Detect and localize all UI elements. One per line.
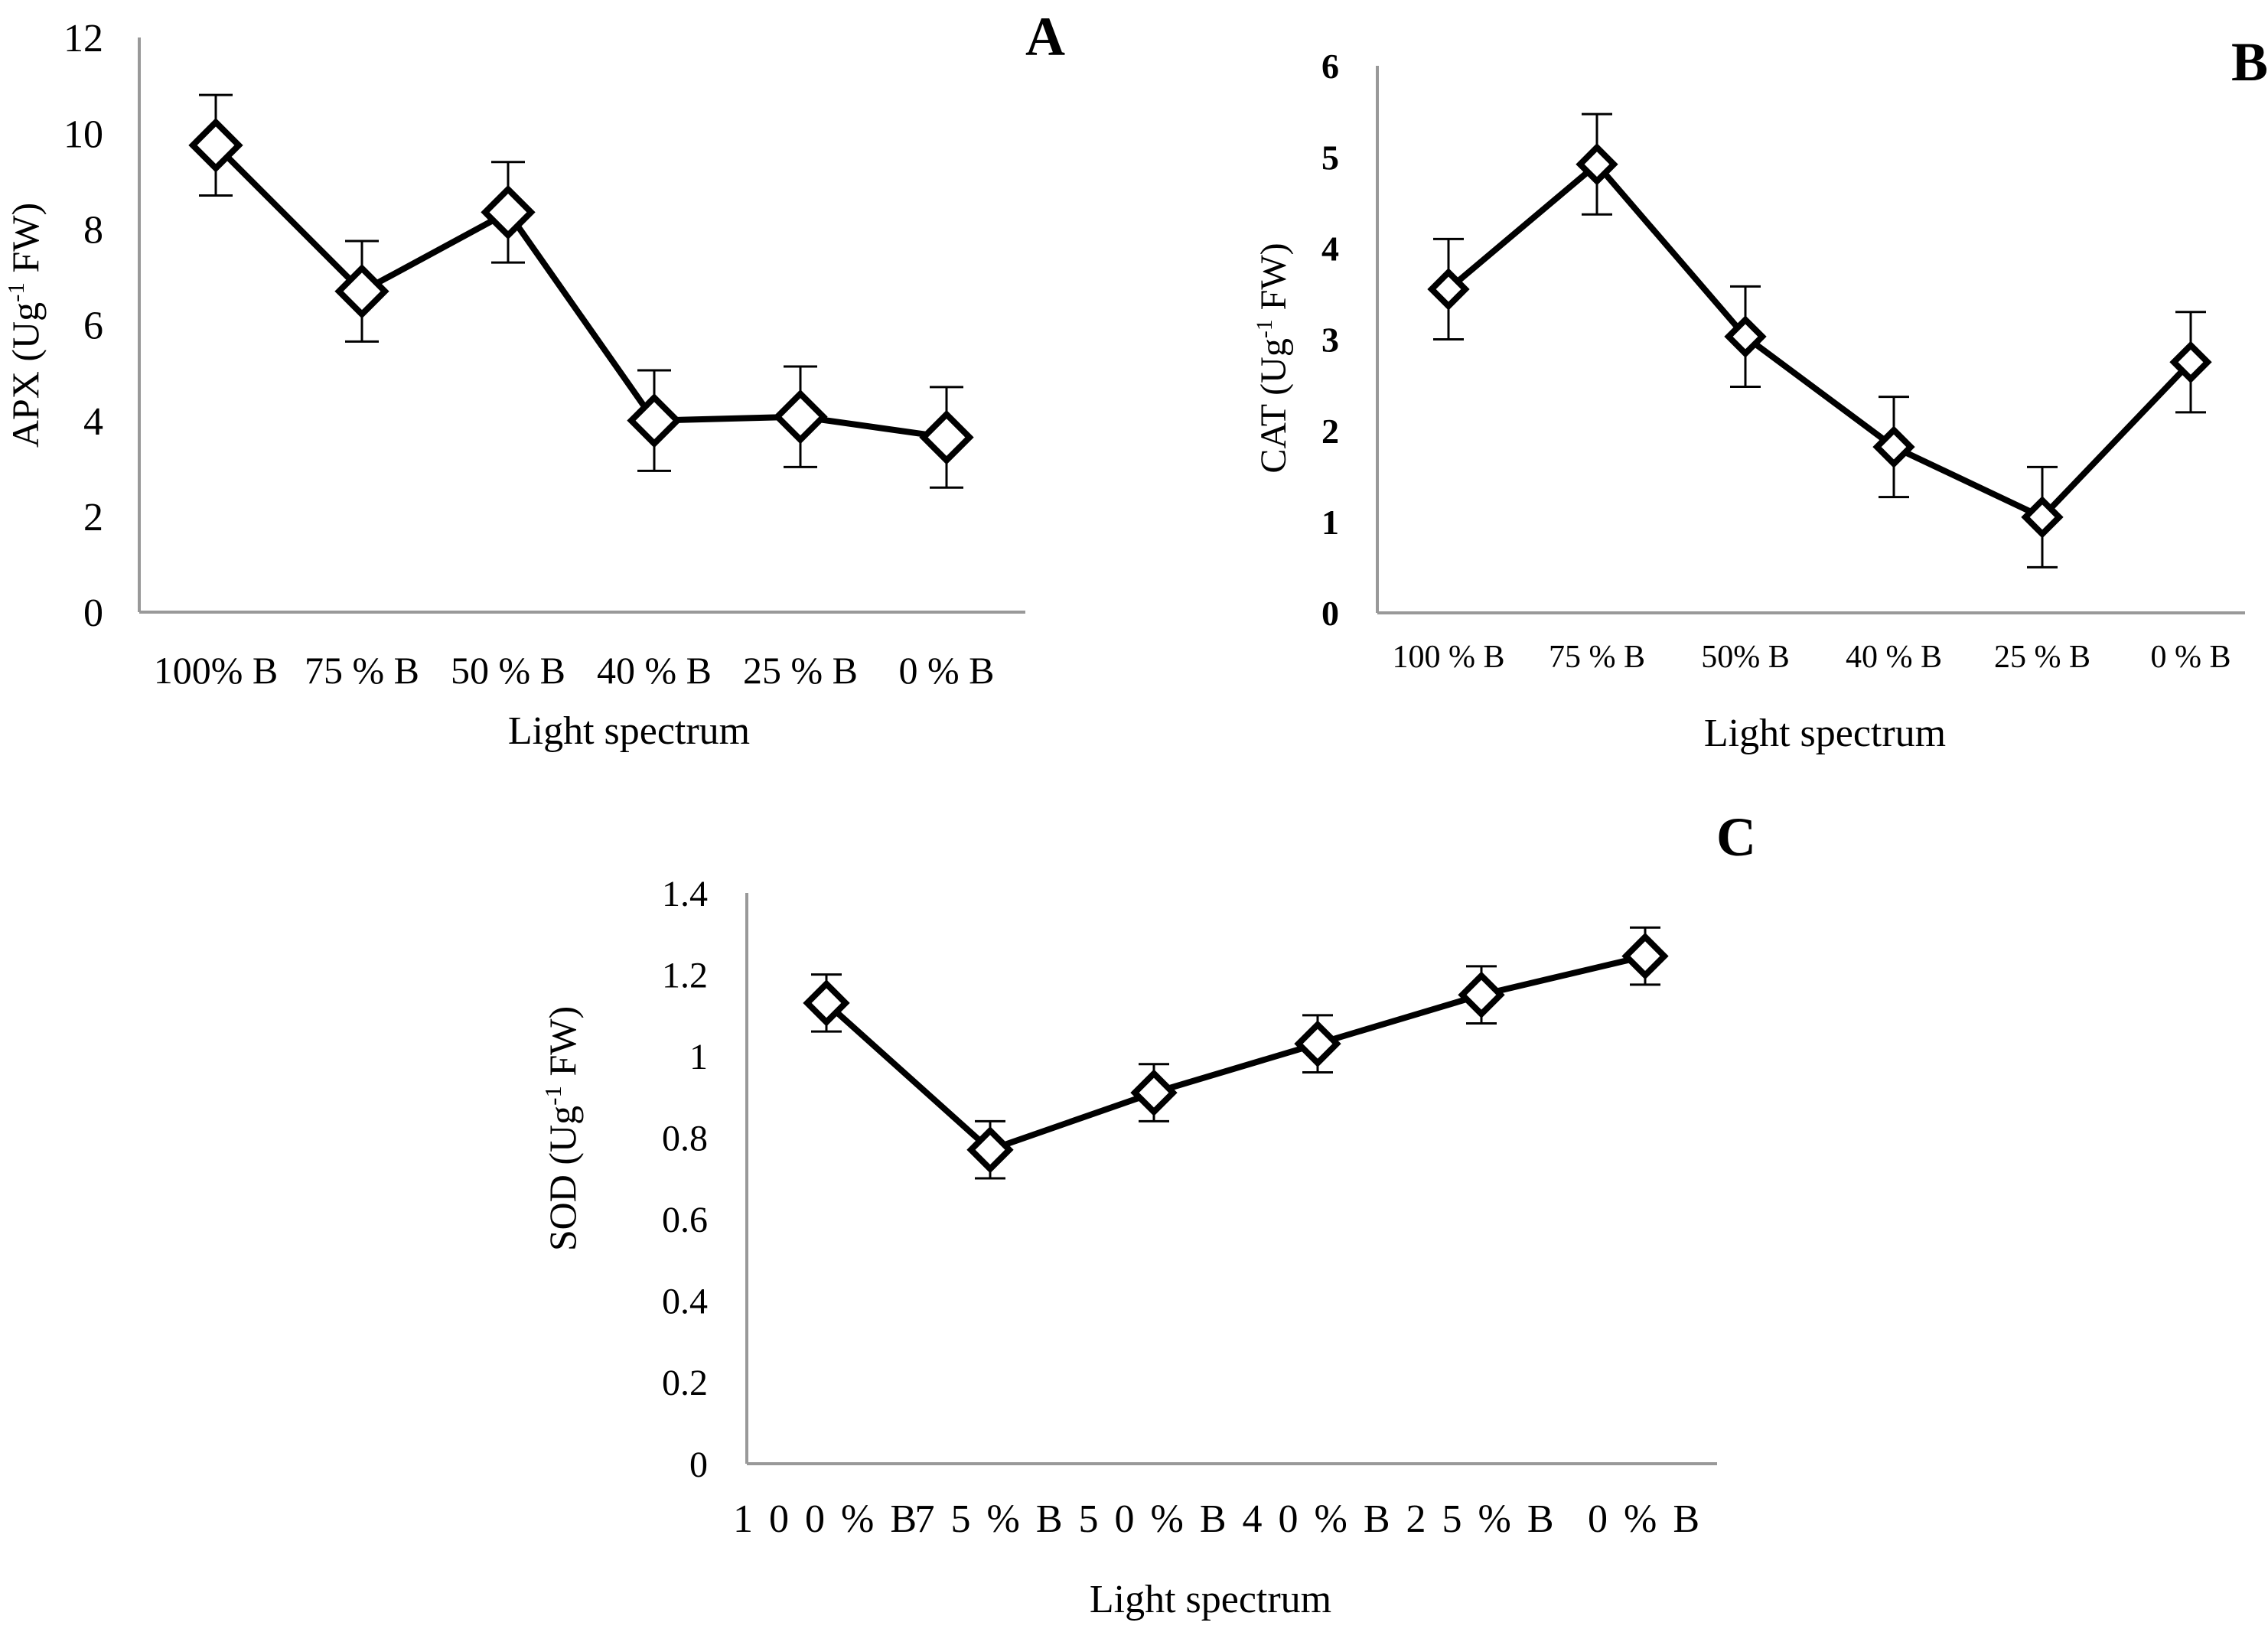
data-point-diamond xyxy=(773,389,828,445)
y-tick-label: 5 xyxy=(1321,138,1339,177)
series-line xyxy=(824,953,1646,1153)
y-tick-label: 1.4 xyxy=(662,874,708,914)
y-tick-label: 2 xyxy=(83,496,103,539)
y-tick-label: 0 xyxy=(1321,594,1339,633)
y-axis-title-main: CAT (Ug xyxy=(1253,338,1294,473)
y-tick-label: 1.2 xyxy=(662,955,708,995)
y-tick-label: 0 xyxy=(83,591,103,635)
y-tick-label: 6 xyxy=(1321,47,1339,86)
y-axis-title-superscript: -1 xyxy=(539,1086,566,1106)
x-tick-label: 100% B xyxy=(154,649,279,692)
chart-panel-A: 0 2 4 6 8 10 12 100% B 75 % B 50 % B 40 % B 25 % B 0… xyxy=(2,6,1065,753)
y-axis-title-main: SOD (Ug xyxy=(541,1106,584,1251)
data-point-diamond xyxy=(1294,1020,1341,1067)
y-axis-title-end: FW) xyxy=(1253,243,1294,319)
y-tick-label: 0.6 xyxy=(662,1200,708,1240)
x-tick-label: 7 5 % B xyxy=(915,1497,1066,1541)
x-tick-label: 2 5 % B xyxy=(1406,1497,1557,1541)
y-tick-label: 0 xyxy=(689,1445,708,1485)
y-axis-title: SOD (Ug-1 FW) xyxy=(539,1006,584,1251)
y-tick-label: 3 xyxy=(1321,321,1339,360)
y-tick-label: 6 xyxy=(83,305,103,348)
x-tick-label: 50% B xyxy=(1701,640,1790,675)
data-point-diamond xyxy=(481,184,536,240)
y-axis-title-end: FW) xyxy=(4,203,47,282)
data-point-diamond xyxy=(1724,315,1767,358)
x-tick-label: 100 % B xyxy=(1393,640,1505,675)
data-point-diamond xyxy=(1621,932,1669,980)
panel-label: A xyxy=(1025,6,1065,67)
data-point-diamond xyxy=(1872,425,1915,468)
y-axis-title: APX (Ug-1 FW) xyxy=(2,203,47,448)
y-tick-label: 1 xyxy=(689,1037,708,1077)
chart-panel-B: 0 1 2 3 4 5 6 100 % B 75 % B 50% B 40 % B 25 % B 0 %… xyxy=(1252,31,2268,755)
y-tick-label: 0.4 xyxy=(662,1282,708,1322)
x-tick-label: 25 % B xyxy=(1994,640,2090,675)
x-tick-label: 0 % B xyxy=(2151,640,2231,675)
data-point-diamond xyxy=(1130,1069,1178,1116)
data-point-diamond xyxy=(2021,496,2064,539)
x-axis-title: Light spectrum xyxy=(1704,712,1946,755)
x-tick-label: 75 % B xyxy=(1549,640,1645,675)
y-axis-title-superscript: -1 xyxy=(2,282,29,302)
y-tick-label: 2 xyxy=(1321,412,1339,451)
data-point-diamond xyxy=(803,979,850,1027)
series-line xyxy=(1446,161,2193,520)
y-tick-label: 8 xyxy=(83,209,103,252)
data-point-diamond xyxy=(1576,143,1618,186)
y-axis-title: CAT (Ug-1 FW) xyxy=(1252,243,1294,473)
x-tick-label: 40 % B xyxy=(597,649,712,692)
x-tick-label: 75 % B xyxy=(305,649,419,692)
panel-label: B xyxy=(2231,31,2268,93)
x-tick-label: 25 % B xyxy=(743,649,858,692)
x-tick-label: 0 % B xyxy=(899,649,995,692)
data-point-diamond xyxy=(1458,971,1505,1018)
x-tick-label: 50 % B xyxy=(451,649,565,692)
y-tick-label: 0.8 xyxy=(662,1119,708,1159)
x-tick-label: 5 0 % B xyxy=(1079,1497,1230,1541)
y-tick-label: 12 xyxy=(64,17,103,60)
series-line xyxy=(213,142,947,441)
data-point-diamond xyxy=(627,393,682,448)
y-axis-title-main: APX (Ug xyxy=(4,302,47,448)
x-axis-title: Light spectrum xyxy=(1090,1578,1331,1621)
y-tick-label: 0.2 xyxy=(662,1363,708,1403)
chart-panel-C: 0 0.2 0.4 0.6 0.8 1 1.2 1.4 1 0 0 % B7 5 % B 5 0 … xyxy=(539,806,1756,1621)
y-tick-label: 4 xyxy=(83,400,103,444)
data-point-diamond xyxy=(188,118,243,173)
x-tick-label: 4 0 % B xyxy=(1243,1497,1393,1541)
data-point-diamond xyxy=(334,264,389,319)
panel-label: C xyxy=(1716,806,1756,868)
data-point-diamond xyxy=(919,409,974,465)
data-point-diamond xyxy=(966,1126,1014,1174)
y-tick-label: 4 xyxy=(1321,229,1339,268)
data-point-diamond xyxy=(1427,268,1470,311)
y-axis-title-superscript: -1 xyxy=(1252,319,1277,338)
y-tick-label: 10 xyxy=(64,112,103,156)
x-tick-label: 0 % B xyxy=(1588,1497,1703,1541)
x-axis-title: Light spectrum xyxy=(508,709,750,753)
x-tick-label: 1 0 0 % B xyxy=(733,1497,920,1541)
y-axis-title-end: FW) xyxy=(541,1006,584,1086)
y-tick-label: 1 xyxy=(1321,503,1339,542)
data-point-diamond xyxy=(2169,340,2212,383)
x-tick-label: 40 % B xyxy=(1846,640,1942,675)
